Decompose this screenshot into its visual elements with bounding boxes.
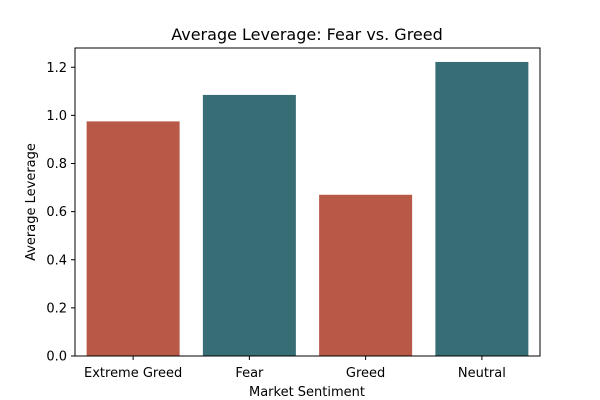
y-tick-label: 0.6 (46, 205, 67, 220)
x-tick-label: Neutral (458, 366, 506, 381)
chart-title: Average Leverage: Fear vs. Greed (171, 25, 443, 44)
bar-extreme-greed (86, 121, 180, 356)
plot-frame (74, 47, 541, 357)
y-axis: 0.0 0.2 0.4 0.6 0.8 1.0 1.2 (46, 61, 75, 365)
y-tick-label: 0.2 (46, 301, 67, 316)
bars-group (86, 61, 529, 357)
y-tick-label: 0.8 (46, 157, 67, 172)
x-tick-label: Greed (346, 366, 385, 381)
y-tick-label: 1.2 (46, 61, 67, 76)
y-tick-label: 0.0 (46, 350, 67, 365)
x-tick-label: Fear (235, 366, 264, 381)
bar-neutral (435, 61, 529, 357)
x-axis: Extreme Greed Fear Greed Neutral (84, 356, 506, 381)
bar-greed (319, 194, 413, 356)
y-tick-label: 1.0 (46, 109, 67, 124)
y-tick-label: 0.4 (46, 253, 67, 268)
bar-fear (202, 94, 296, 356)
x-axis-label: Market Sentiment (249, 385, 365, 400)
x-tick-label: Extreme Greed (84, 366, 182, 381)
y-axis-label: Average Leverage (24, 143, 39, 261)
